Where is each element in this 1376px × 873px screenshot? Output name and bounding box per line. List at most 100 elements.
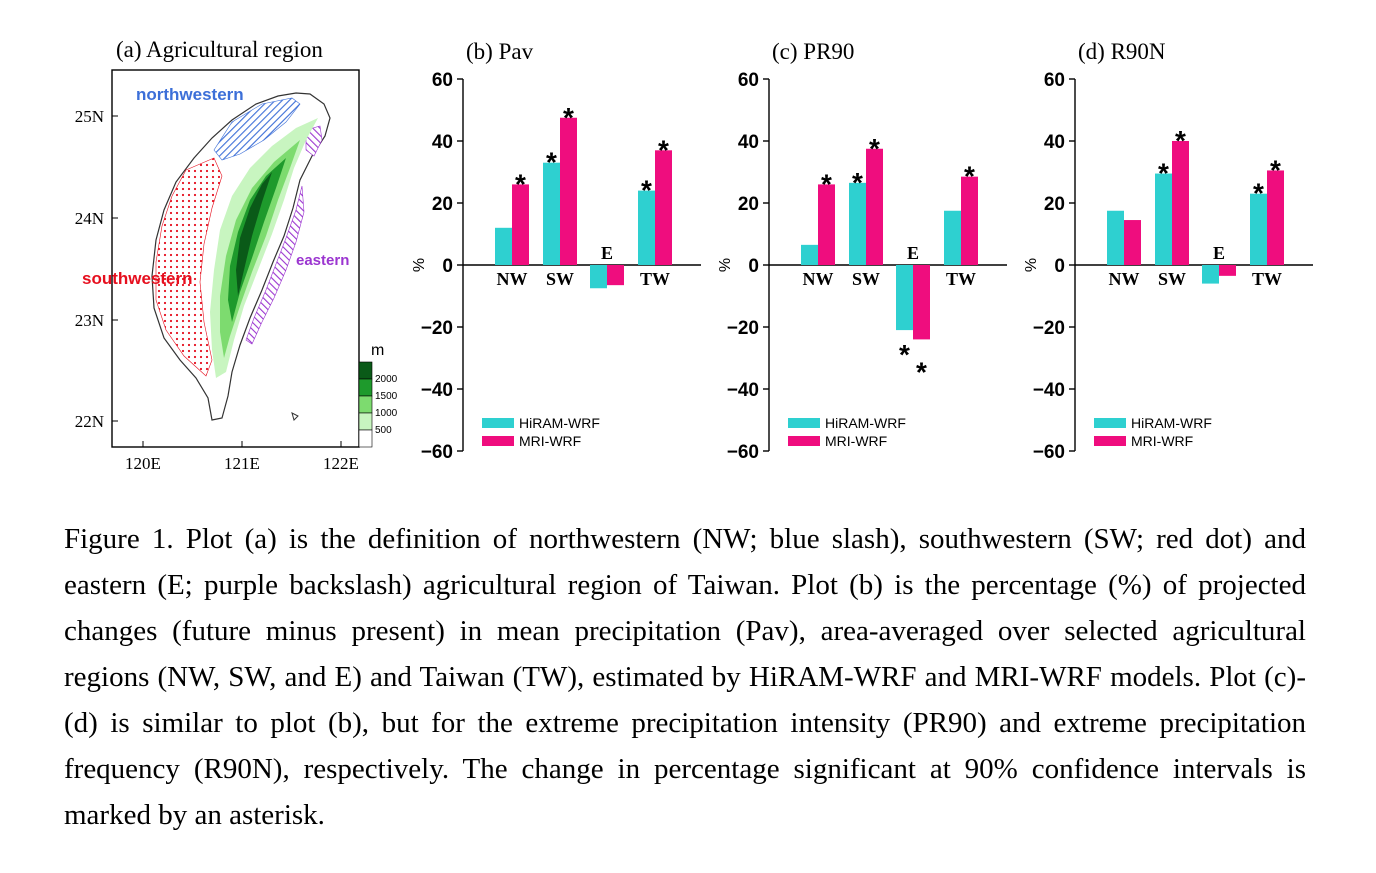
region-eastern [245,185,305,345]
legend-label: HiRAM-WRF [519,415,600,431]
colorbar-level: 2000 [375,374,398,385]
bar-mri-wrf-tw [961,176,978,265]
chart-title: (d) R90N [1078,39,1166,64]
y-tick-label: 0 [1054,256,1065,277]
significance-asterisk: * [658,134,669,165]
bar-mri-wrf-tw [1267,170,1284,265]
significance-asterisk: * [821,168,832,199]
bar-mri-wrf-e [607,265,624,286]
bar-chart-panel: (c) PR906040200−20−40−60%*NW**SW**E*TWHi… [717,39,1007,463]
bar-hiram-wrf-tw [1250,193,1267,265]
significance-asterisk: * [515,168,526,199]
legend-swatch [482,436,514,446]
y-tick-label: −20 [421,318,453,339]
bar-mri-wrf-e [1219,265,1236,276]
significance-asterisk: * [641,175,652,206]
legend-label: MRI-WRF [825,433,887,449]
colorbar-unit: m [371,342,384,359]
bar-hiram-wrf-nw [1107,210,1124,265]
significance-asterisk: * [852,167,863,198]
y-tick-label: −60 [1033,442,1065,463]
bar-hiram-wrf-tw [638,190,655,265]
lon-tick-label: 121E [224,454,260,473]
bar-hiram-wrf-e [1202,265,1219,284]
bar-chart-panel: (d) R90N6040200−20−40−60%NW**SWE**TWHiRA… [1023,39,1313,463]
category-label: NW [497,269,528,289]
terrain-peak [236,172,272,296]
legend-label: MRI-WRF [1131,433,1193,449]
region-southwestern [155,157,223,377]
bar-hiram-wrf-e [590,265,607,289]
bar-mri-wrf-tw [655,150,672,265]
y-tick-label: 40 [432,132,453,153]
legend-swatch [788,418,820,428]
chart-title: (c) PR90 [772,39,854,64]
lon-tick-label: 122E [323,454,359,473]
significance-asterisk: * [916,356,927,387]
lat-tick-label: 25N [75,107,104,126]
region-northwestern [213,97,301,161]
category-label: NW [803,269,834,289]
y-tick-label: 20 [738,194,759,215]
bar-hiram-wrf-e [896,265,913,331]
legend-label: HiRAM-WRF [1131,415,1212,431]
legend-swatch [1094,436,1126,446]
category-label: TW [1252,269,1282,289]
colorbar-level: 1500 [375,391,398,402]
region-eastern-north [305,125,323,157]
bar-mri-wrf-sw [866,148,883,265]
lat-tick-label: 23N [75,311,104,330]
colorbar-bin-mid [358,395,373,414]
lon-tick-label: 120E [125,454,161,473]
bar-chart-panel: (b) Pav6040200−20−40−60%*NW**SWE**TWHiRA… [411,39,701,463]
category-label: TW [946,269,976,289]
bar-hiram-wrf-tw [944,210,961,265]
significance-asterisk: * [1253,178,1264,209]
elevation-colorbar: m 2000 1500 1000 500 [358,342,398,448]
y-tick-label: −60 [421,442,453,463]
bar-mri-wrf-sw [1172,141,1189,265]
map-frame [111,69,360,448]
lat-axis: 25N 24N 23N 22N [75,107,118,431]
legend-label: HiRAM-WRF [825,415,906,431]
bar-mri-wrf-nw [1124,220,1141,265]
y-axis-label: % [717,258,734,272]
category-label: TW [640,269,670,289]
y-tick-label: 20 [1044,194,1065,215]
y-tick-label: −40 [1033,380,1065,401]
y-tick-label: 40 [738,132,759,153]
significance-asterisk: * [1270,154,1281,185]
y-tick-label: 60 [432,70,453,91]
colorbar-level: 500 [375,425,392,436]
legend-label: MRI-WRF [519,433,581,449]
significance-asterisk: * [1158,158,1169,189]
lon-axis: 120E 121E 122E [125,441,359,473]
y-tick-label: −40 [727,380,759,401]
bar-mri-wrf-nw [512,184,529,265]
significance-asterisk: * [869,133,880,164]
bar-mri-wrf-sw [560,117,577,265]
significance-asterisk: * [899,339,910,370]
y-tick-label: 60 [1044,70,1065,91]
lat-tick-label: 22N [75,412,104,431]
significance-asterisk: * [964,161,975,192]
y-tick-label: −40 [421,380,453,401]
bar-hiram-wrf-sw [1155,173,1172,265]
category-label: E [907,243,919,263]
bar-mri-wrf-nw [818,184,835,265]
significance-asterisk: * [1175,125,1186,156]
legend-swatch [1094,418,1126,428]
colorbar-bin-peak [358,361,373,380]
legend-swatch [482,418,514,428]
label-southwestern: southwestern [82,269,193,288]
y-tick-label: 20 [432,194,453,215]
colorbar-bin-low [358,412,373,431]
y-tick-label: −20 [1033,318,1065,339]
y-axis-label: % [1023,258,1040,272]
y-tick-label: −20 [727,318,759,339]
category-label: SW [852,269,880,289]
category-label: E [601,243,613,263]
bar-mri-wrf-e [913,265,930,340]
bar-hiram-wrf-sw [849,182,866,265]
y-tick-label: 40 [1044,132,1065,153]
